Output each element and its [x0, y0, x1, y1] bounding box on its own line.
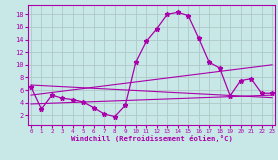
- X-axis label: Windchill (Refroidissement éolien,°C): Windchill (Refroidissement éolien,°C): [71, 135, 232, 142]
